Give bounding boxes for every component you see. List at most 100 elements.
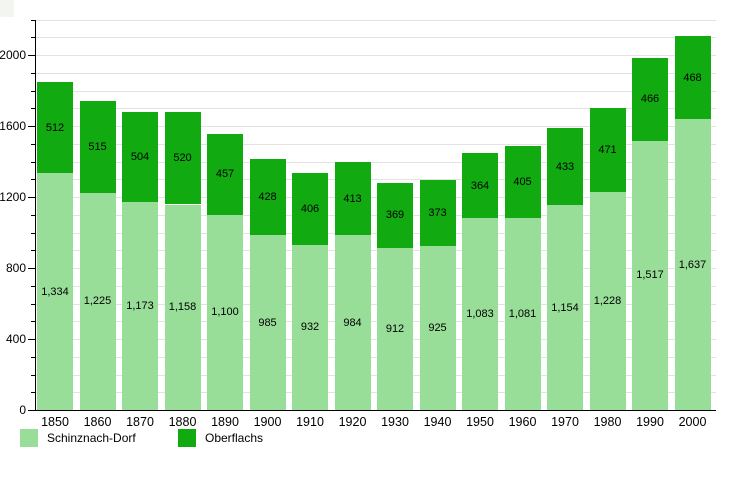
y-minor-tick [31,303,35,305]
x-tick-label-1990: 1990 [636,415,664,429]
y-minor-tick [31,72,35,74]
bar-segment-oberflachs-1950 [462,153,498,218]
y-tick-label: 400 [5,332,26,346]
bar-value-label: 364 [470,179,490,192]
y-minor-tick [31,214,35,216]
y-minor-tick [31,250,35,252]
y-axis-line [35,19,36,410]
grid-line [36,108,716,110]
bar-value-label: 985 [258,316,277,329]
grid-line [36,268,716,269]
grid-line [36,285,716,287]
bar-segment-oberflachs-1920 [334,162,371,236]
bar-segment-schinznach-dorf-1880 [164,204,201,410]
grid-line [36,55,716,56]
legend-swatch-oberflachs [178,429,196,447]
bar-value-label: 433 [555,160,575,173]
grid-line [36,321,716,323]
bar-value-label: 1,334 [41,285,69,298]
bar-value-label: 1,154 [551,301,579,314]
y-minor-tick [31,90,35,92]
x-tick-label-1920: 1920 [338,415,367,429]
bar-segment-oberflachs-1970 [547,128,583,206]
x-tick-label-1930: 1930 [381,415,409,429]
bar-value-label: 1,228 [593,295,622,307]
y-minor-tick [31,232,35,234]
y-major-tick [28,339,35,340]
grid-line [36,197,716,198]
bar-value-label: 471 [598,144,617,157]
bar-value-label: 413 [343,192,362,205]
grid-line [36,214,716,216]
grid-line [36,90,716,92]
bar-segment-oberflachs-1910 [292,172,328,245]
bar-value-label: 468 [683,71,702,84]
y-tick-label: 800 [5,261,26,275]
bar-segment-schinznach-dorf-1980 [589,192,626,410]
grid-line [36,356,716,358]
y-major-tick [28,410,35,411]
grid-line [36,339,716,340]
bar-value-label: 1,517 [636,269,664,282]
y-minor-tick [31,108,35,110]
y-tick-label: 2000 [0,48,26,62]
grid-line [36,161,716,163]
bar-value-label: 912 [385,323,405,336]
bar-value-label: 405 [513,176,532,189]
legend-label-schinznach-dorf: Schinznach-Dorf [47,431,136,445]
grid-line [36,19,716,21]
bar-segment-schinznach-dorf-1930 [377,248,413,410]
bar-value-label: 520 [173,152,192,165]
y-minor-tick [31,356,35,358]
x-tick-label-1910: 1910 [296,415,324,429]
bar-segment-schinznach-dorf-1990 [632,140,668,410]
bar-value-label: 984 [343,316,362,329]
bar-segment-schinznach-dorf-1940 [419,245,456,410]
bar-segment-schinznach-dorf-1920 [334,235,371,410]
bar-segment-schinznach-dorf-2000 [674,119,711,410]
grid-line [36,72,716,74]
grid-line [36,303,716,305]
bar-value-label: 925 [428,321,447,334]
y-tick-label: 1600 [0,119,26,133]
y-tick-label: 1200 [0,190,26,204]
x-tick-label-1900: 1900 [253,415,282,429]
legend-item-schinznach-dorf: Schinznach-Dorf [20,429,136,447]
bar-segment-oberflachs-1880 [164,112,201,205]
y-major-tick [28,55,35,56]
bar-value-label: 1,100 [211,306,239,319]
grid-line [36,37,716,39]
bar-value-label: 504 [130,151,150,164]
bar-segment-schinznach-dorf-1950 [462,217,498,410]
bar-value-label: 1,225 [83,295,112,308]
y-minor-tick [31,161,35,163]
bar-segment-schinznach-dorf-1970 [547,205,583,410]
legend-item-oberflachs: Oberflachs [178,429,263,447]
bar-value-label: 1,083 [466,307,494,320]
grid-line [36,232,716,234]
bar-segment-oberflachs-1890 [207,133,243,215]
bar-segment-oberflachs-1940 [419,179,456,246]
grid-line [36,143,716,145]
bar-value-label: 1,637 [678,258,707,271]
bar-value-label: 932 [300,321,320,334]
grid-line [36,126,716,127]
bar-segment-oberflachs-1860 [79,101,116,193]
x-tick-label-1880: 1880 [168,415,197,429]
corner-artifact [0,0,14,17]
bar-segment-oberflachs-1870 [122,112,158,202]
x-tick-label-1980: 1980 [593,415,622,429]
y-minor-tick [31,179,35,181]
x-axis-line [35,410,716,411]
bar-segment-oberflachs-1930 [377,182,413,249]
legend-label-oberflachs: Oberflachs [205,431,264,445]
grid-line [36,374,716,376]
y-minor-tick [31,19,35,21]
y-major-tick [28,126,35,127]
y-tick-label: 0 [19,403,26,417]
bar-segment-oberflachs-2000 [674,36,711,120]
y-minor-tick [31,321,35,323]
legend-swatch-schinznach-dorf [20,429,38,447]
